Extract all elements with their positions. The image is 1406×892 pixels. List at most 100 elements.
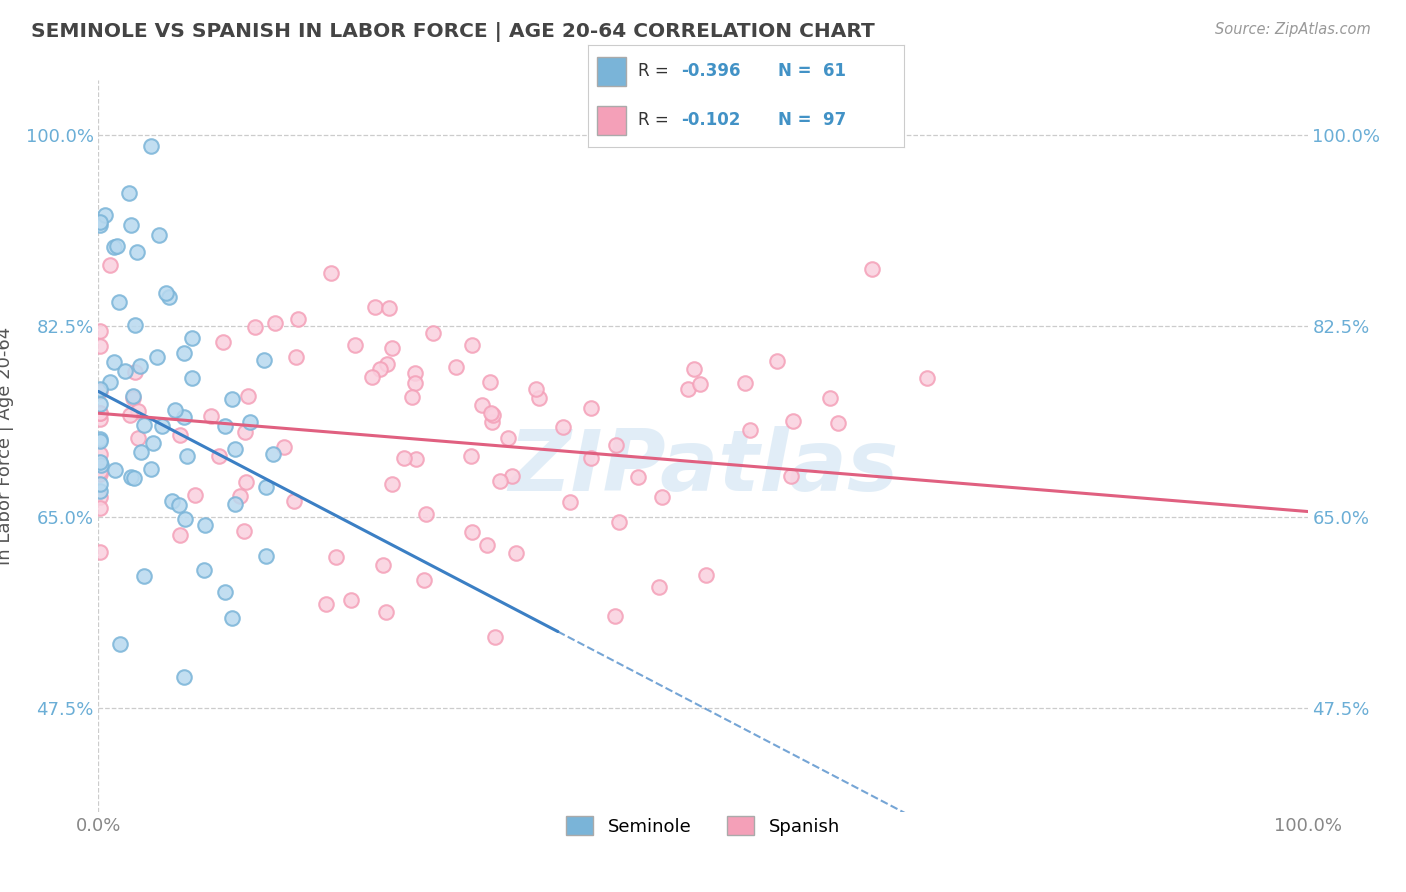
Point	[214, 585, 236, 599]
Point	[89, 490, 111, 504]
Point	[235, 475, 257, 490]
Point	[173, 346, 195, 360]
Point	[89, 434, 111, 449]
Point	[103, 355, 125, 369]
Point	[224, 497, 246, 511]
Point	[132, 568, 155, 582]
Point	[415, 507, 437, 521]
Point	[285, 350, 308, 364]
Point	[193, 517, 215, 532]
Point	[208, 449, 231, 463]
Point	[501, 468, 523, 483]
Point	[460, 338, 482, 352]
Point	[283, 494, 305, 508]
Point	[766, 354, 789, 368]
Point	[344, 337, 367, 351]
Point	[471, 398, 494, 412]
Point	[181, 371, 204, 385]
Point	[368, 362, 391, 376]
FancyBboxPatch shape	[598, 57, 626, 86]
Point	[89, 477, 111, 491]
Point	[484, 630, 506, 644]
Text: -0.102: -0.102	[681, 111, 741, 129]
Point	[169, 427, 191, 442]
Point	[128, 359, 150, 373]
Point	[405, 451, 427, 466]
Point	[176, 449, 198, 463]
Point	[173, 409, 195, 424]
Point	[89, 339, 111, 353]
Point	[422, 326, 444, 341]
Text: R =: R =	[638, 111, 675, 129]
Point	[380, 341, 402, 355]
Point	[558, 494, 581, 508]
Point	[527, 391, 550, 405]
Point	[734, 376, 756, 391]
Point	[157, 290, 180, 304]
Point	[214, 418, 236, 433]
Point	[150, 419, 173, 434]
Point	[682, 362, 704, 376]
Point	[155, 285, 177, 300]
Point	[124, 365, 146, 379]
Point	[479, 406, 502, 420]
Point	[104, 463, 127, 477]
Point	[401, 390, 423, 404]
Point	[146, 350, 169, 364]
Point	[689, 376, 711, 391]
Text: N =  61: N = 61	[778, 62, 845, 79]
Legend: Seminole, Spanish: Seminole, Spanish	[558, 809, 848, 843]
Point	[404, 366, 426, 380]
Point	[319, 266, 342, 280]
Point	[224, 442, 246, 457]
Point	[121, 391, 143, 405]
Point	[132, 417, 155, 432]
Point	[89, 447, 111, 461]
Point	[444, 359, 467, 374]
Point	[524, 383, 547, 397]
Point	[361, 370, 384, 384]
Point	[364, 300, 387, 314]
Point	[325, 550, 347, 565]
Point	[89, 464, 111, 478]
Point	[254, 549, 277, 564]
Point	[413, 573, 436, 587]
Point	[404, 376, 426, 390]
Point	[461, 525, 484, 540]
Point	[827, 416, 849, 430]
Point	[253, 352, 276, 367]
Point	[233, 524, 256, 538]
Point	[678, 382, 700, 396]
Point	[98, 258, 121, 272]
Point	[478, 375, 501, 389]
Point	[229, 489, 252, 503]
Point	[173, 670, 195, 684]
Point	[254, 481, 277, 495]
Text: N =  97: N = 97	[778, 111, 846, 129]
Point	[212, 334, 235, 349]
Point	[475, 537, 498, 551]
Point	[89, 219, 111, 233]
Point	[551, 419, 574, 434]
Point	[780, 469, 803, 483]
Point	[142, 435, 165, 450]
Point	[378, 301, 401, 315]
Point	[651, 490, 673, 504]
Point	[89, 406, 111, 420]
Point	[139, 462, 162, 476]
Point	[173, 511, 195, 525]
Point	[488, 474, 510, 488]
Point	[371, 558, 394, 573]
Text: Source: ZipAtlas.com: Source: ZipAtlas.com	[1215, 22, 1371, 37]
Point	[818, 392, 841, 406]
Point	[200, 409, 222, 423]
Point	[233, 425, 256, 440]
Text: R =: R =	[638, 62, 675, 79]
Point	[647, 580, 669, 594]
Point	[460, 449, 482, 463]
Point	[738, 423, 761, 437]
Point	[238, 389, 260, 403]
Point	[915, 371, 938, 385]
Point	[89, 500, 111, 515]
Point	[89, 411, 111, 425]
